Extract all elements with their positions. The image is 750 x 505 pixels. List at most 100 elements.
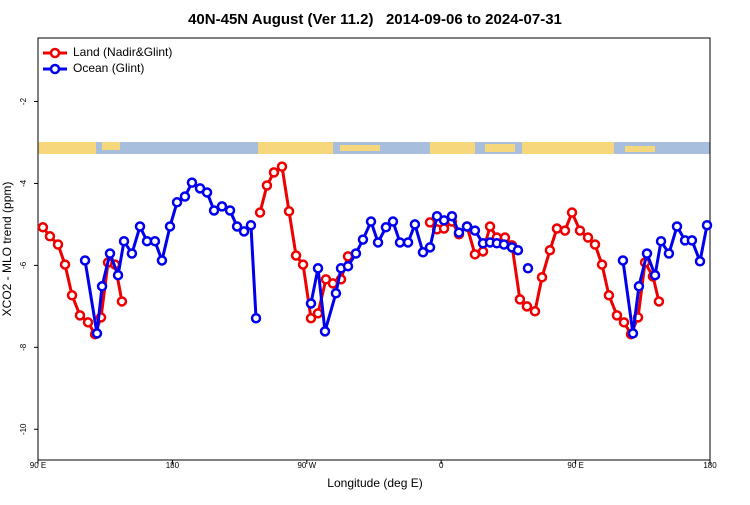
data-point	[224, 205, 236, 216]
x-axis-label: Longitude (deg E)	[327, 476, 422, 490]
data-point	[327, 278, 339, 289]
data-point	[671, 221, 683, 232]
data-point	[171, 197, 183, 208]
land-band	[485, 144, 515, 152]
y-tick-label: -4	[19, 179, 28, 187]
data-point	[484, 221, 496, 232]
data-point	[574, 225, 586, 236]
data-point	[633, 281, 645, 292]
data-point	[179, 191, 191, 202]
data-point	[96, 281, 108, 292]
data-point	[469, 249, 481, 260]
data-point	[649, 269, 661, 281]
data-point	[350, 248, 362, 259]
data-point	[424, 217, 436, 228]
data-point	[52, 239, 64, 250]
legend-marker	[49, 47, 61, 59]
data-point	[387, 216, 399, 227]
data-point	[216, 201, 228, 212]
data-point	[512, 244, 524, 256]
data-point	[544, 244, 556, 256]
data-point	[312, 263, 324, 274]
data-point	[104, 248, 116, 259]
data-point	[66, 290, 78, 301]
data-point	[461, 221, 473, 232]
data-point	[116, 296, 128, 307]
data-point	[305, 312, 317, 324]
land-ocean-strip	[38, 142, 710, 154]
data-point	[655, 235, 667, 247]
data-point	[409, 219, 421, 230]
data-point	[529, 306, 541, 317]
data-point	[402, 237, 414, 248]
data-point	[694, 256, 706, 267]
data-point	[118, 235, 130, 247]
data-point	[208, 205, 220, 216]
data-point	[618, 317, 630, 328]
land-band	[430, 142, 475, 154]
data-point	[74, 310, 86, 321]
data-point	[44, 231, 56, 242]
land-band	[340, 145, 380, 151]
data-point	[438, 223, 450, 234]
data-point	[134, 221, 146, 232]
data-point	[663, 248, 675, 259]
data-point	[186, 177, 198, 188]
x-tick-label: 0	[439, 461, 444, 470]
data-point	[453, 227, 465, 238]
data-point	[498, 239, 510, 250]
data-point	[59, 259, 71, 270]
land-band	[102, 142, 120, 150]
land-band	[625, 146, 655, 152]
data-point	[149, 235, 161, 247]
data-point	[231, 221, 243, 232]
data-point	[319, 326, 331, 337]
data-point	[250, 312, 262, 324]
data-point	[417, 247, 429, 258]
legend-marker	[49, 63, 61, 75]
data-point	[536, 272, 548, 283]
data-point	[164, 221, 176, 232]
data-point	[283, 206, 295, 217]
data-point	[112, 269, 124, 281]
data-point	[305, 298, 317, 309]
data-point	[653, 296, 665, 307]
data-point	[365, 216, 377, 227]
x-tick-label: 90 E	[30, 461, 46, 470]
y-tick-label: -8	[19, 343, 28, 351]
data-point	[424, 242, 436, 253]
data-point	[438, 215, 450, 226]
x-tick-label: 180	[703, 461, 717, 470]
data-point	[357, 234, 369, 245]
data-point	[566, 207, 578, 218]
plot-frame	[37, 37, 711, 461]
data-point	[330, 287, 342, 299]
y-tick-label: -10	[19, 423, 28, 435]
data-point	[394, 237, 406, 248]
data-point	[611, 310, 623, 321]
data-point	[589, 239, 601, 250]
data-point	[522, 263, 534, 274]
data-point	[582, 232, 594, 243]
data-point	[79, 255, 91, 266]
data-point	[641, 248, 653, 259]
data-point	[446, 210, 458, 222]
data-point	[82, 317, 94, 328]
legend-label: Land (Nadir&Glint)	[73, 45, 172, 59]
data-point	[603, 290, 615, 301]
data-point	[156, 255, 168, 266]
data-point	[551, 223, 563, 234]
data-point	[617, 255, 629, 266]
data-point	[37, 222, 49, 233]
x-tick-label: 90 E	[567, 461, 583, 470]
land-band	[38, 142, 96, 154]
land-band	[258, 142, 333, 154]
data-point	[701, 219, 713, 231]
data-point	[469, 225, 481, 236]
data-point	[342, 260, 354, 272]
data-point	[238, 226, 250, 237]
data-point	[126, 248, 138, 259]
x-tick-label: 90 W	[297, 461, 316, 470]
